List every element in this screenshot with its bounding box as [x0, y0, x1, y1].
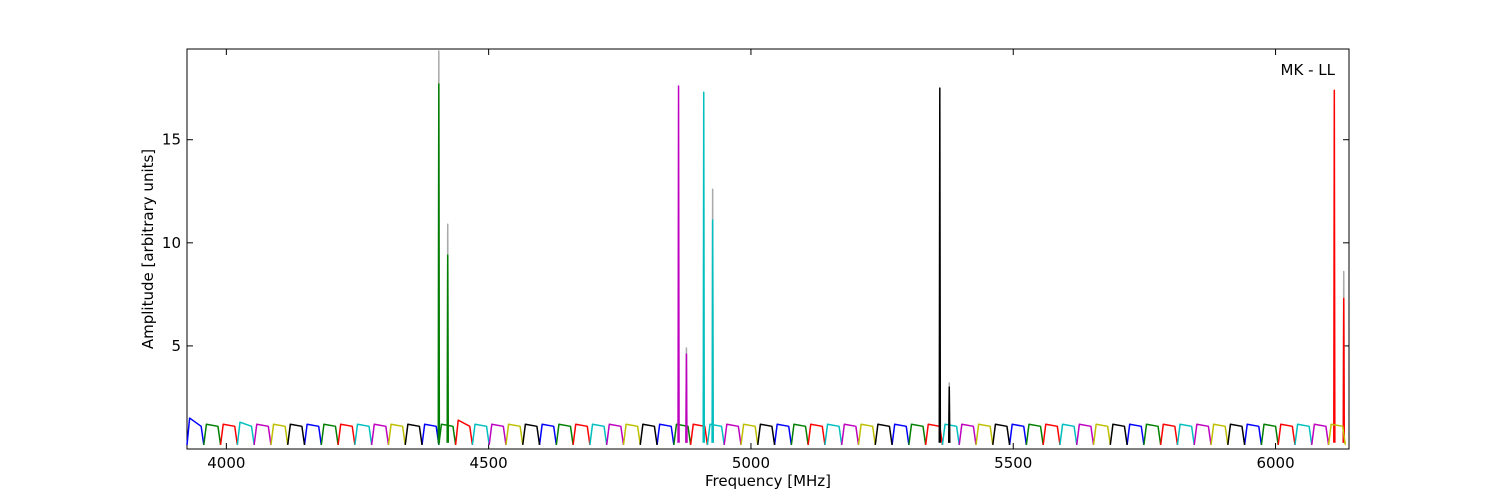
plot-frame	[186, 48, 1350, 450]
spectrum-line	[186, 417, 1263, 445]
spectrum-line	[437, 50, 1346, 443]
y-tick-label: 10	[162, 234, 181, 252]
spectrum-line	[286, 87, 1246, 445]
x-tick-label: 5500	[994, 454, 1032, 472]
y-tick-label: 5	[171, 337, 181, 355]
x-tick-label: 4500	[470, 454, 508, 472]
annotation: MK - LL	[1281, 61, 1336, 79]
x-tick-label: 5000	[732, 454, 770, 472]
x-axis-label: Frequency [MHz]	[705, 472, 831, 490]
y-axis-label: Amplitude [arbitrary units]	[139, 149, 157, 349]
spectrum-line	[270, 423, 1347, 445]
spectrum-line	[203, 83, 1279, 445]
spectrum-line	[219, 89, 1346, 445]
x-tick-label: 6000	[1256, 454, 1294, 472]
spectrum-line	[236, 91, 1313, 445]
spectrum-line	[253, 85, 1330, 445]
y-tick-label: 15	[162, 131, 181, 149]
x-tick-label: 4000	[207, 454, 245, 472]
